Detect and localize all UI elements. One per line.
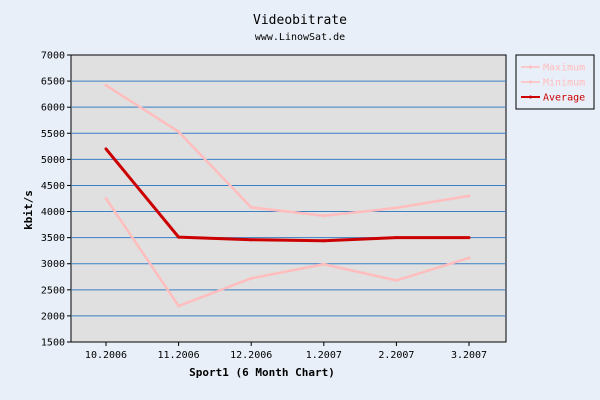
legend-marker: [529, 80, 532, 84]
y-tick-label: 2500: [41, 285, 65, 296]
y-tick-label: 4000: [41, 207, 65, 218]
data-point: [322, 239, 326, 243]
legend-label: Maximum: [543, 63, 585, 74]
x-axis-ticks: 10.2006 11.2006 12.2006 1.2007 2.2007 3.2007: [85, 342, 487, 361]
y-axis-ticks: 1500 2000 2500 3000 3500 4000 4500 5000 5500 6000…: [41, 51, 71, 349]
data-point: [177, 130, 181, 134]
y-tick-label: 3500: [41, 233, 65, 244]
data-point: [249, 205, 253, 209]
series-line-maximum: [105, 84, 470, 217]
y-tick-label: 5000: [41, 155, 65, 166]
chart-subtitle: www.LinowSat.de: [255, 32, 345, 43]
data-point: [104, 83, 108, 87]
x-tick-label: 3.2007: [451, 350, 487, 361]
plot-area: [70, 54, 507, 343]
data-point: [467, 256, 471, 260]
x-tick-label: 10.2006: [85, 350, 127, 361]
y-tick-label: 4500: [41, 181, 65, 192]
y-tick-label: 6500: [41, 77, 65, 88]
legend-marker: [529, 65, 532, 69]
data-point: [177, 304, 181, 308]
x-tick-label: 2.2007: [378, 350, 414, 361]
data-point: [104, 147, 108, 151]
series-lines: [104, 83, 471, 308]
data-point: [322, 214, 326, 218]
series-line-minimum: [104, 197, 470, 308]
data-point: [249, 238, 253, 242]
x-axis-label: Sport1 (6 Month Chart): [189, 366, 335, 379]
data-point: [249, 276, 253, 280]
x-tick-label: 12.2006: [230, 350, 272, 361]
data-point: [322, 262, 326, 266]
data-point: [394, 236, 398, 240]
y-axis-label: kbit/s: [22, 190, 35, 230]
x-tick-label: 1.2007: [306, 350, 342, 361]
y-tick-label: 1500: [41, 338, 65, 349]
data-point: [177, 235, 181, 239]
legend-marker: [529, 95, 532, 99]
y-tick-label: 2000: [41, 311, 65, 322]
legend-label: Minimum: [543, 78, 585, 89]
data-point: [394, 278, 398, 282]
y-tick-label: 7000: [41, 51, 65, 62]
data-point: [467, 236, 471, 240]
x-tick-label: 11.2006: [158, 350, 200, 361]
data-point: [394, 206, 398, 210]
data-point: [467, 194, 471, 198]
legend: Maximum Minimum Average: [515, 54, 595, 110]
y-tick-label: 3000: [41, 259, 65, 270]
series-line-average: [104, 147, 469, 243]
y-tick-label: 6000: [41, 103, 65, 114]
data-point: [104, 197, 108, 200]
y-tick-label: 5500: [41, 129, 65, 140]
chart-title: Videobitrate: [253, 13, 347, 28]
legend-label: Average: [543, 93, 585, 104]
